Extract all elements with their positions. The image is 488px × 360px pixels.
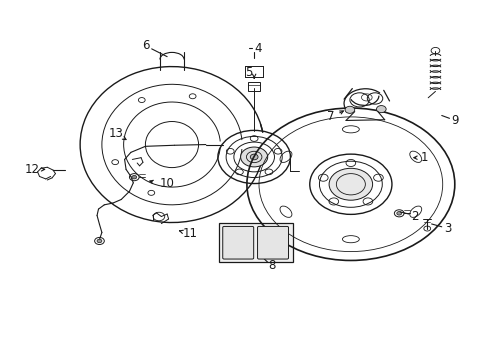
Text: 1: 1 [420,151,427,164]
Text: 11: 11 [183,228,198,240]
Text: 10: 10 [160,177,174,190]
Text: 3: 3 [443,222,450,235]
Bar [219,223,292,261]
Text: 4: 4 [254,42,261,55]
Text: 5: 5 [244,67,251,80]
Bar [248,82,260,91]
Text: 9: 9 [450,114,458,127]
Text: 12: 12 [24,163,39,176]
FancyBboxPatch shape [257,226,288,259]
Circle shape [396,212,401,215]
Text: 7: 7 [326,111,334,123]
Text: 8: 8 [267,259,275,272]
Text: 6: 6 [142,39,149,52]
Circle shape [345,106,354,113]
Circle shape [240,147,267,167]
Circle shape [250,154,258,160]
Text: 13: 13 [108,127,123,140]
Circle shape [97,239,102,243]
Text: 2: 2 [410,210,418,222]
Circle shape [376,105,386,113]
FancyBboxPatch shape [223,226,253,259]
Circle shape [328,168,372,200]
Circle shape [132,175,137,179]
